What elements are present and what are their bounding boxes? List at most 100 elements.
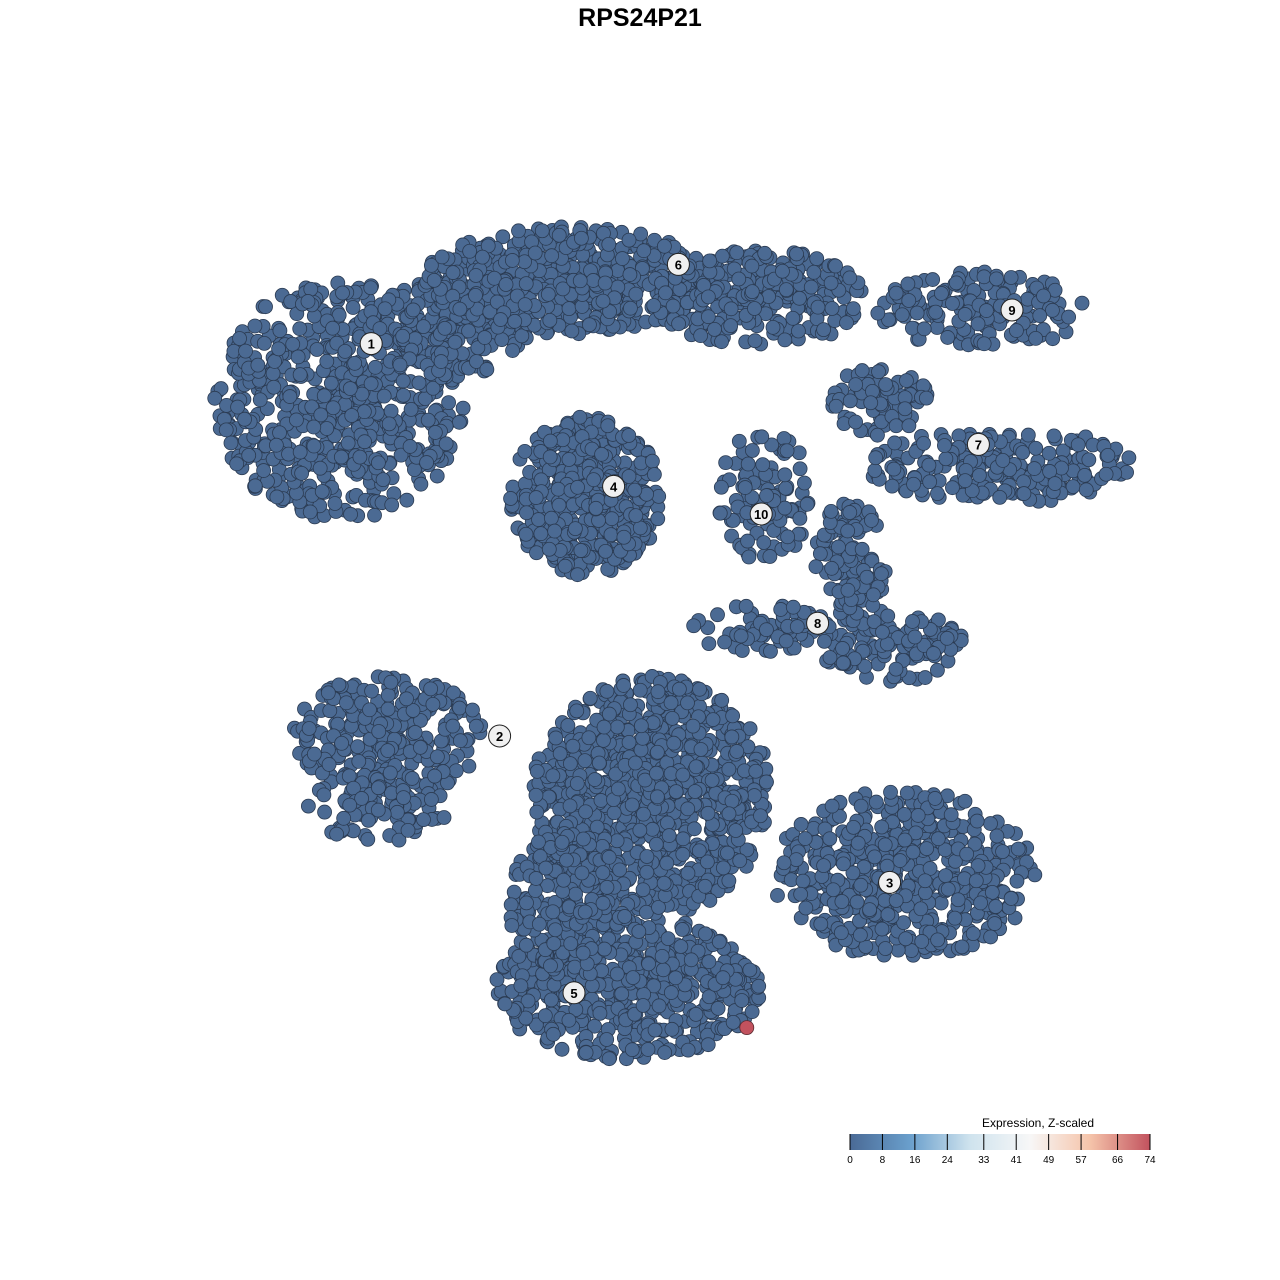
cell-point — [334, 735, 350, 751]
cell-point — [971, 467, 987, 483]
cell-point — [665, 298, 681, 314]
cell-point — [734, 993, 750, 1008]
cell-point — [862, 902, 878, 917]
cell-point — [551, 497, 567, 513]
cell-point — [333, 449, 349, 465]
cell-point — [1003, 891, 1019, 906]
cell-point — [407, 725, 423, 740]
cell-point — [557, 558, 573, 574]
cell-point — [688, 1006, 704, 1022]
cell-point — [693, 328, 709, 344]
cell-point — [423, 792, 439, 807]
cell-point — [710, 607, 725, 623]
cell-point — [824, 560, 840, 576]
cell-point — [564, 323, 580, 339]
cell-point — [779, 443, 795, 459]
cell-point — [888, 285, 904, 301]
cell-point — [788, 852, 804, 868]
cell-point — [352, 449, 368, 465]
cell-point — [325, 400, 341, 416]
cell-point — [776, 431, 792, 446]
cell-point — [792, 461, 808, 477]
cell-point — [1016, 486, 1032, 501]
cell-point — [419, 455, 434, 470]
cell-point — [316, 388, 332, 404]
cell-point — [925, 272, 941, 287]
cell-point — [301, 721, 317, 736]
cell-point — [504, 253, 520, 268]
cell-point — [631, 924, 647, 939]
cell-point — [765, 319, 781, 335]
cell-point — [420, 412, 436, 428]
cell-point — [541, 541, 557, 557]
cell-point — [965, 926, 981, 942]
cell-point — [207, 390, 223, 406]
cell-point — [306, 419, 322, 435]
cell-point — [505, 343, 520, 358]
cell-point — [602, 304, 617, 319]
cell-point — [723, 301, 739, 317]
cell-point — [622, 267, 638, 282]
cell-point — [300, 294, 316, 309]
cell-point — [683, 952, 699, 968]
cell-point — [976, 336, 992, 352]
cell-point — [989, 828, 1005, 844]
cell-point — [850, 835, 866, 851]
cell-point — [1003, 270, 1019, 285]
cell-point — [331, 307, 347, 323]
cell-point — [555, 281, 571, 297]
cell-point — [842, 505, 858, 520]
cell-point — [614, 986, 630, 1002]
cell-point — [468, 288, 483, 303]
cell-point — [247, 478, 263, 494]
cell-point — [937, 438, 952, 453]
cell-point — [970, 316, 986, 332]
cell-point — [317, 804, 332, 820]
cell-point — [423, 681, 439, 697]
cell-point — [655, 962, 671, 978]
cell-point — [407, 462, 422, 477]
cell-point — [336, 810, 352, 826]
cell-point — [867, 849, 883, 865]
cell-point — [877, 837, 893, 853]
cell-point — [493, 312, 508, 327]
cell-point — [511, 223, 526, 239]
cell-point — [744, 443, 760, 458]
cell-point — [778, 480, 794, 496]
cell-point — [461, 323, 476, 339]
cell-point — [957, 793, 973, 809]
cell-point — [668, 970, 683, 986]
cell-point — [810, 299, 826, 315]
cell-point — [555, 432, 571, 448]
cell-point — [934, 286, 949, 301]
cell-point — [342, 797, 358, 813]
cell-point — [497, 996, 513, 1012]
cell-point — [403, 402, 419, 417]
cell-point — [396, 790, 411, 805]
cell-point — [477, 330, 493, 345]
cell-point — [742, 962, 758, 978]
cell-point — [725, 1014, 741, 1030]
cell-point — [371, 780, 386, 796]
cell-point — [342, 381, 358, 396]
cell-point — [594, 446, 610, 462]
cell-point — [918, 390, 934, 406]
cell-point — [916, 321, 932, 337]
cell-point — [718, 455, 734, 471]
cell-point — [943, 807, 959, 823]
cell-point — [367, 359, 383, 375]
cell-point — [372, 321, 388, 336]
cell-point — [770, 888, 785, 903]
cell-point — [875, 624, 890, 640]
cell-point — [534, 223, 550, 239]
cell-point — [1010, 841, 1026, 857]
cell-point — [755, 457, 771, 473]
cell-point — [468, 718, 484, 734]
cell-point — [1078, 482, 1094, 498]
cell-point — [839, 315, 854, 331]
cell-point — [271, 341, 287, 357]
cell-point — [343, 506, 358, 522]
cell-point — [356, 404, 372, 420]
cell-point — [636, 243, 652, 259]
cell-point — [423, 258, 439, 273]
